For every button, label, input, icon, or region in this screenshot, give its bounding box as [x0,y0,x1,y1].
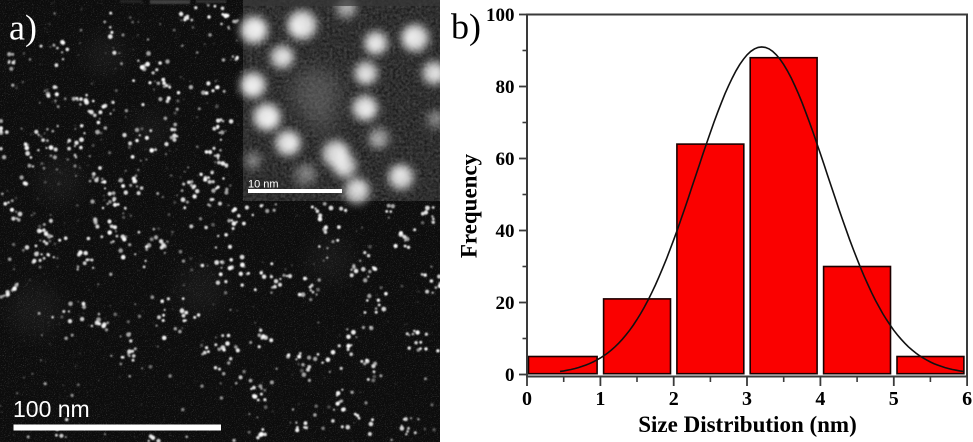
svg-text:2: 2 [669,388,679,410]
svg-text:4: 4 [815,388,825,410]
svg-text:Frequency: Frequency [457,153,482,258]
svg-text:Size Distribution (nm): Size Distribution (nm) [638,412,857,437]
svg-text:40: 40 [496,221,515,242]
svg-text:80: 80 [496,77,515,98]
svg-text:a): a) [9,8,37,48]
svg-text:100 nm: 100 nm [13,396,90,422]
svg-text:b): b) [451,7,481,47]
svg-text:0: 0 [505,365,515,386]
svg-text:5: 5 [889,388,899,410]
svg-text:100: 100 [486,5,515,26]
svg-text:10 nm: 10 nm [248,179,279,191]
svg-text:0: 0 [522,388,532,410]
svg-text:6: 6 [962,388,972,410]
svg-text:60: 60 [496,149,515,170]
svg-text:3: 3 [742,388,752,410]
svg-text:20: 20 [496,293,515,314]
svg-text:1: 1 [595,388,605,410]
